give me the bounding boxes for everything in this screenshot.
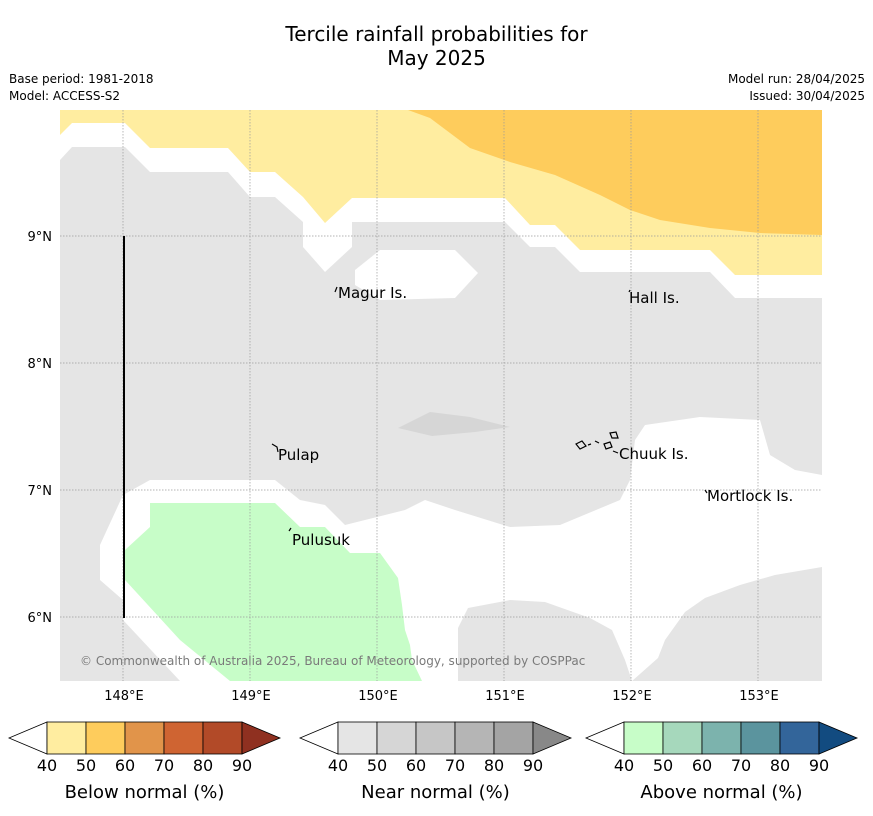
- lat-tick-label: 9°N: [28, 230, 53, 245]
- below-normal-50-region: [408, 110, 822, 235]
- pulusuk-island-mark: [288, 527, 292, 532]
- colorbar-tick-label: 70: [445, 756, 465, 775]
- colorbar-segment: [701, 721, 742, 755]
- colorbar-tick-label: 80: [484, 756, 504, 775]
- map-area[interactable]: Magur Is. Hall Is. Pulap Chuuk Is. Mortl…: [60, 110, 822, 681]
- colorbar-tick-label: 90: [523, 756, 543, 775]
- lon-tick-label: 152°E: [612, 689, 652, 704]
- lat-tick-label: 7°N: [28, 484, 53, 499]
- colorbar-tick-label: 50: [76, 756, 96, 775]
- colorbar-segment: [376, 721, 417, 755]
- colorbar-tick-label: 40: [37, 756, 57, 775]
- latitude-labels: 9°N 8°N 7°N 6°N: [28, 230, 53, 626]
- chuuk-lagoon-mark-3: [594, 440, 600, 444]
- colorbar: 40 50 60 70 80 90 Below normal (%): [7, 721, 282, 803]
- chuuk-lagoon-mark-4: [603, 441, 613, 450]
- colorbar-title: Near normal (%): [361, 782, 510, 803]
- island-outlines: [271, 286, 708, 532]
- place-labels: Magur Is. Hall Is. Pulap Chuuk Is. Mortl…: [278, 284, 793, 549]
- colorbar-segment: [163, 721, 204, 755]
- above-normal-40-region: [125, 503, 422, 681]
- model-name: Model: ACCESS-S2: [9, 89, 121, 103]
- model-run: Model run: 28/04/2025: [727, 72, 865, 86]
- colorbar-under-triangle: [7, 721, 48, 755]
- lon-tick-label: 151°E: [485, 689, 525, 704]
- mortlock-island-mark: [704, 489, 708, 494]
- colorbar-tick-label: 60: [406, 756, 426, 775]
- place-label: Mortlock Is.: [707, 487, 793, 505]
- colorbar-segment: [662, 721, 703, 755]
- colorbar-segment: [493, 721, 534, 755]
- meta-right: Model run: 28/04/2025 Issued: 30/04/2025: [728, 71, 865, 105]
- copyright-notice: © Commonwealth of Australia 2025, Bureau…: [80, 654, 585, 668]
- lon-tick-label: 153°E: [739, 689, 779, 704]
- colorbar-title: Below normal (%): [65, 782, 225, 803]
- colorbar-segment: [779, 721, 820, 755]
- colorbar-tick-label: 50: [653, 756, 673, 775]
- colorbar: 40 50 60 70 80 90 Near normal (%): [298, 721, 573, 803]
- colorbar-over-triangle: [818, 721, 859, 755]
- colorbar-tick-label: 50: [367, 756, 387, 775]
- colorbar-tick-label: 70: [731, 756, 751, 775]
- base-period: Base period: 1981-2018: [9, 72, 154, 86]
- chuuk-lagoon-mark-1: [575, 440, 587, 450]
- colorbar-segment: [337, 721, 378, 755]
- colorbar-title: Above normal (%): [640, 782, 802, 803]
- lon-tick-label: 149°E: [231, 689, 271, 704]
- colorbar-over-triangle: [241, 721, 282, 755]
- chuuk-lagoon-mark-6: [612, 450, 619, 454]
- chuuk-lagoon-mark-2: [587, 443, 592, 446]
- colorbar-tick-label: 80: [770, 756, 790, 775]
- colorbar-segment: [740, 721, 781, 755]
- place-label: Chuuk Is.: [619, 445, 688, 463]
- lon-tick-label: 148°E: [104, 689, 144, 704]
- colorbar-segment: [202, 721, 243, 755]
- longitude-labels: 148°E 149°E 150°E 151°E 152°E 153°E: [104, 689, 779, 704]
- colorbar-tick-label: 40: [614, 756, 634, 775]
- chart-title: Tercile rainfall probabilities for May 2…: [0, 22, 873, 70]
- colorbar: 40 50 60 70 80 90 Above normal (%): [584, 721, 859, 803]
- colorbar-tick-label: 60: [692, 756, 712, 775]
- lat-tick-label: 6°N: [28, 611, 53, 626]
- colorbar-segment: [415, 721, 456, 755]
- colorbar-legends: 40 50 60 70 80 90 Below normal (%) 40 50 60 70 80 90…: [7, 721, 859, 803]
- title-line-1: Tercile rainfall probabilities for: [285, 22, 588, 46]
- place-label: Pulusuk: [292, 531, 350, 549]
- colorbar-tick-label: 90: [809, 756, 829, 775]
- colorbar-segment: [623, 721, 664, 755]
- colorbar-segment: [124, 721, 165, 755]
- lat-tick-label: 8°N: [28, 357, 53, 372]
- meta-left: Base period: 1981-2018 Model: ACCESS-S2: [9, 71, 154, 105]
- title-line-2: May 2025: [387, 46, 486, 70]
- colorbar-tick-label: 70: [154, 756, 174, 775]
- colorbar-segment: [85, 721, 126, 755]
- colorbar-over-triangle: [532, 721, 573, 755]
- hall-island-mark: [628, 289, 631, 293]
- pulap-island-mark: [271, 443, 279, 453]
- colorbar-under-triangle: [584, 721, 625, 755]
- magur-island-mark: [334, 286, 338, 293]
- white-hole-north: [355, 250, 478, 300]
- colorbar-segment: [46, 721, 87, 755]
- colorbar-tick-label: 80: [193, 756, 213, 775]
- near-normal-50-patch: [398, 412, 510, 436]
- colorbar-tick-label: 90: [232, 756, 252, 775]
- place-label: Pulap: [278, 446, 319, 464]
- place-label: Hall Is.: [629, 289, 680, 307]
- place-label: Magur Is.: [338, 284, 407, 302]
- near-normal-region-south: [458, 600, 632, 681]
- lon-tick-label: 150°E: [358, 689, 398, 704]
- colorbar-under-triangle: [298, 721, 339, 755]
- near-normal-region-southeast: [632, 567, 822, 681]
- chuuk-lagoon-mark-5: [609, 431, 619, 439]
- colorbar-segment: [454, 721, 495, 755]
- colorbar-tick-label: 60: [115, 756, 135, 775]
- issued-date: Issued: 30/04/2025: [749, 89, 865, 103]
- colorbar-tick-label: 40: [328, 756, 348, 775]
